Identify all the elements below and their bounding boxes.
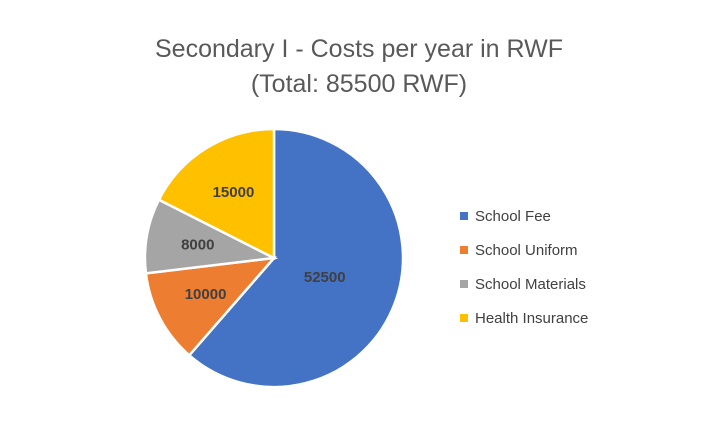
data-label: 15000	[213, 184, 255, 201]
legend-label: School Uniform	[475, 241, 578, 259]
pie-slice-school-materials	[143, 198, 279, 275]
legend-label: Health Insurance	[475, 309, 589, 327]
legend-swatch	[460, 280, 468, 288]
legend-item-school-uniform: School Uniform	[460, 233, 588, 267]
legend: School Fee School Uniform School Materia…	[460, 199, 588, 335]
legend-label: School Materials	[475, 275, 586, 293]
chart-subtitle: (Total: 85500 RWF)	[250, 70, 468, 98]
chart-title: Secondary I - Costs per year in RWF	[154, 35, 563, 63]
legend-item-school-fee: School Fee	[460, 199, 588, 233]
legend-swatch	[460, 246, 468, 254]
legend-swatch	[460, 314, 468, 322]
pie-slice-health-insurance	[157, 127, 276, 261]
pie-slice-school-fee	[187, 127, 405, 389]
data-label: 10000	[185, 286, 227, 303]
data-label: 8000	[181, 237, 214, 254]
data-label: 52500	[304, 269, 346, 286]
pie-slice-school-uniform	[144, 256, 278, 358]
legend-label: School Fee	[475, 207, 551, 225]
legend-swatch	[460, 212, 468, 220]
legend-item-health-insurance: Health Insurance	[460, 301, 588, 335]
legend-item-school-materials: School Materials	[460, 267, 588, 301]
